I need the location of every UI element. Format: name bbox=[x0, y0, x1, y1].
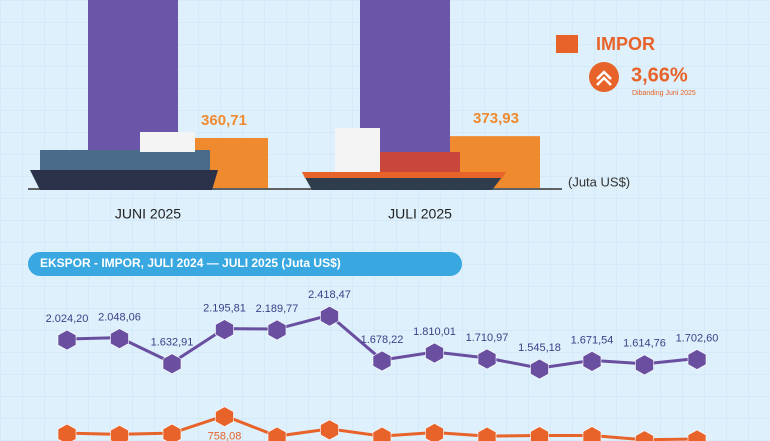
marker bbox=[477, 426, 497, 441]
value-label: 1.810,01 bbox=[413, 326, 456, 338]
value-label: 2.195,81 bbox=[203, 303, 246, 315]
marker bbox=[162, 353, 182, 375]
marker bbox=[162, 423, 182, 441]
marker bbox=[372, 426, 392, 441]
value-label: 2.024,20 bbox=[46, 313, 89, 325]
marker bbox=[57, 329, 77, 351]
marker bbox=[635, 430, 654, 441]
marker bbox=[425, 342, 444, 364]
value-label: 1.678,22 bbox=[361, 334, 404, 346]
unit-label: (Juta US$) bbox=[568, 174, 630, 189]
marker bbox=[320, 305, 339, 327]
marker bbox=[267, 319, 287, 341]
value-label: 1.632,91 bbox=[151, 337, 194, 349]
marker bbox=[530, 426, 549, 441]
value-label: 2.189,77 bbox=[256, 303, 299, 315]
category-label: JUNI 2025 bbox=[115, 206, 181, 222]
value-label: 1.545,18 bbox=[518, 342, 561, 354]
marker bbox=[110, 328, 129, 349]
marker bbox=[215, 406, 234, 428]
marker bbox=[110, 424, 129, 441]
marker bbox=[477, 348, 497, 370]
category-label: JULI 2025 bbox=[388, 206, 452, 222]
ships bbox=[30, 128, 506, 190]
chart-title: EKSPOR - IMPOR, JULI 2024 — JULI 2025 (J… bbox=[40, 256, 341, 270]
badge-change: 3,66% bbox=[631, 64, 688, 86]
value-label: 758,08 bbox=[208, 431, 242, 441]
value-label: 1.710,97 bbox=[466, 332, 509, 344]
value-label: 1.614,76 bbox=[623, 338, 666, 350]
marker bbox=[635, 354, 654, 376]
marker bbox=[215, 319, 234, 341]
chevrons bbox=[596, 70, 612, 86]
container-icon bbox=[556, 35, 578, 53]
value-label: 360,71 bbox=[201, 112, 247, 129]
badge-note: Dibanding Juni 2025 bbox=[632, 90, 696, 97]
marker bbox=[687, 429, 707, 441]
marker bbox=[372, 350, 392, 372]
marker bbox=[267, 426, 287, 441]
marker bbox=[57, 423, 77, 441]
marker bbox=[687, 349, 707, 370]
marker bbox=[320, 419, 339, 441]
value-label: 2.418,47 bbox=[308, 289, 351, 301]
marker bbox=[582, 351, 602, 372]
value-label: 1.702,60 bbox=[676, 332, 719, 344]
value-label: 373,93 bbox=[473, 110, 519, 127]
marker bbox=[425, 423, 444, 441]
marker bbox=[582, 426, 602, 441]
title-pill bbox=[28, 252, 462, 276]
badge-title: IMPOR bbox=[596, 34, 655, 54]
marker bbox=[530, 358, 549, 380]
value-label: 2.048,06 bbox=[98, 312, 141, 324]
value-label: 1.671,54 bbox=[571, 334, 614, 346]
